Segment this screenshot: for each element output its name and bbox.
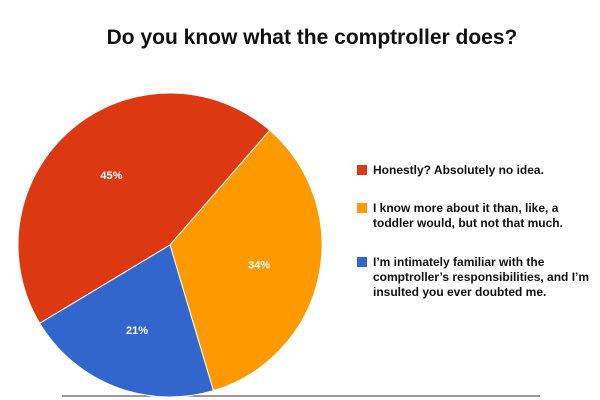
slice-label: 21% — [126, 325, 148, 337]
pie-slice — [17, 92, 271, 324]
pie-slice — [39, 244, 215, 398]
chart-title: Do you know what the comptroller does? — [107, 26, 518, 49]
legend-item: I’m intimately familiar with the comptro… — [357, 255, 597, 300]
legend-swatch — [357, 203, 367, 213]
legend-label: I’m intimately familiar with the comptro… — [373, 255, 590, 299]
legend-item: I know more about it than, like, a toddl… — [357, 201, 597, 231]
slice-label: 34% — [248, 259, 270, 271]
legend-label: Honestly? Absolutely no idea. — [373, 163, 544, 177]
legend-label: I know more about it than, like, a toddl… — [373, 201, 563, 230]
slice-label: 45% — [100, 170, 122, 182]
pie-slice — [169, 129, 323, 392]
legend-swatch — [357, 165, 367, 175]
legend-item: Honestly? Absolutely no idea. — [357, 163, 597, 178]
legend-swatch — [357, 257, 367, 267]
